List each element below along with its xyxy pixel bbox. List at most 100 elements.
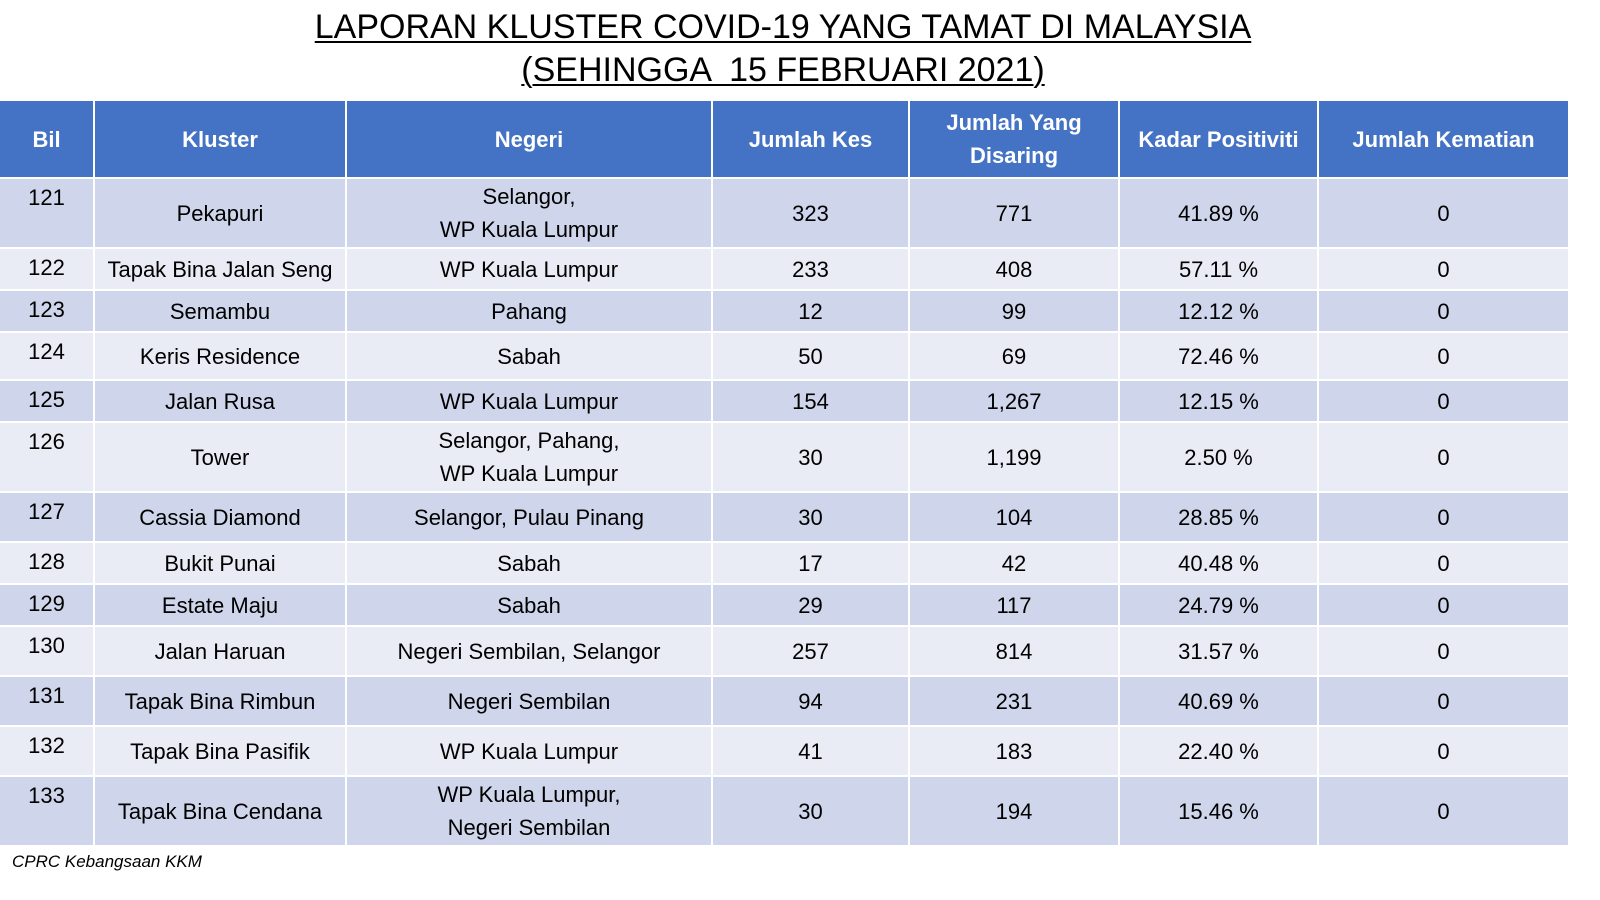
- cell-bil: 124: [0, 333, 93, 379]
- cell-jumlah-kes: 30: [713, 777, 908, 845]
- table-row: 126 Tower Selangor, Pahang, WP Kuala Lumpur…: [0, 423, 1568, 491]
- cell-negeri: WP Kuala Lumpur: [347, 249, 711, 289]
- cell-jumlah-kematian: 0: [1319, 179, 1568, 247]
- cell-jumlah-disaring: 99: [910, 291, 1118, 331]
- cell-negeri: Selangor, WP Kuala Lumpur: [347, 179, 711, 247]
- cell-negeri-line: Negeri Sembilan: [447, 815, 611, 840]
- cell-negeri: WP Kuala Lumpur: [347, 381, 711, 421]
- cell-kluster: Cassia Diamond: [95, 493, 345, 541]
- cell-kadar-positiviti: 28.85 %: [1120, 493, 1317, 541]
- cell-jumlah-disaring: 42: [910, 543, 1118, 583]
- cell-kluster: Jalan Rusa: [95, 381, 345, 421]
- cell-negeri: Selangor, Pahang, WP Kuala Lumpur: [347, 423, 711, 491]
- cell-negeri: Sabah: [347, 543, 711, 583]
- cell-jumlah-kes: 94: [713, 677, 908, 725]
- cell-kadar-positiviti: 57.11 %: [1120, 249, 1317, 289]
- cell-kadar-positiviti: 22.40 %: [1120, 727, 1317, 775]
- table-row: 122 Tapak Bina Jalan Seng WP Kuala Lumpur 2…: [0, 249, 1568, 289]
- cell-kluster: Tapak Bina Cendana: [95, 777, 345, 845]
- cell-negeri-line: WP Kuala Lumpur: [439, 217, 619, 242]
- header-kadar-positiviti: Kadar Positiviti: [1120, 101, 1317, 177]
- cell-jumlah-kes: 50: [713, 333, 908, 379]
- cell-kadar-positiviti: 12.12 %: [1120, 291, 1317, 331]
- table-row: 121 Pekapuri Selangor, WP Kuala Lumpur 323 77…: [0, 179, 1568, 247]
- cell-kadar-positiviti: 40.48 %: [1120, 543, 1317, 583]
- table-row: 131 Tapak Bina Rimbun Negeri Sembilan 94 231…: [0, 677, 1568, 725]
- cell-jumlah-disaring: 117: [910, 585, 1118, 625]
- header-kluster: Kluster: [95, 101, 345, 177]
- header-jumlah-kes: Jumlah Kes: [713, 101, 908, 177]
- cell-jumlah-disaring: 408: [910, 249, 1118, 289]
- cell-jumlah-kematian: 0: [1319, 585, 1568, 625]
- cell-jumlah-kematian: 0: [1319, 727, 1568, 775]
- cell-jumlah-kematian: 0: [1319, 777, 1568, 845]
- cell-kluster: Estate Maju: [95, 585, 345, 625]
- header-jumlah-disaring: Jumlah Yang Disaring: [910, 101, 1118, 177]
- cell-jumlah-kematian: 0: [1319, 627, 1568, 675]
- cell-jumlah-kes: 12: [713, 291, 908, 331]
- cell-kadar-positiviti: 41.89 %: [1120, 179, 1317, 247]
- cell-negeri-line: WP Kuala Lumpur,: [437, 782, 621, 807]
- cell-jumlah-disaring: 1,267: [910, 381, 1118, 421]
- cell-bil: 127: [0, 493, 93, 541]
- cell-bil: 126: [0, 423, 93, 491]
- cell-bil: 132: [0, 727, 93, 775]
- header-negeri: Negeri: [347, 101, 711, 177]
- cell-jumlah-kematian: 0: [1319, 677, 1568, 725]
- cell-bil: 131: [0, 677, 93, 725]
- cell-bil: 129: [0, 585, 93, 625]
- cell-negeri: Sabah: [347, 585, 711, 625]
- cell-jumlah-kes: 30: [713, 423, 908, 491]
- cell-kluster: Bukit Punai: [95, 543, 345, 583]
- cell-kadar-positiviti: 40.69 %: [1120, 677, 1317, 725]
- cell-jumlah-kes: 29: [713, 585, 908, 625]
- cell-kluster: Semambu: [95, 291, 345, 331]
- table-row: 123 Semambu Pahang 12 99 12.12 % 0: [0, 291, 1568, 331]
- cell-negeri-line: WP Kuala Lumpur: [439, 738, 619, 764]
- cell-negeri-line: Sabah: [497, 550, 561, 576]
- table-row: 133 Tapak Bina Cendana WP Kuala Lumpur, Neg…: [0, 777, 1568, 845]
- cell-jumlah-kematian: 0: [1319, 333, 1568, 379]
- report-title-line-2: (SEHINGGA 15 FEBRUARI 2021): [521, 51, 1045, 89]
- cell-jumlah-disaring: 1,199: [910, 423, 1118, 491]
- cell-bil: 121: [0, 179, 93, 247]
- cell-negeri: WP Kuala Lumpur: [347, 727, 711, 775]
- table-row: 132 Tapak Bina Pasifik WP Kuala Lumpur 41 18…: [0, 727, 1568, 775]
- table-row: 124 Keris Residence Sabah 50 69 72.46 % 0: [0, 333, 1568, 379]
- cell-kadar-positiviti: 2.50 %: [1120, 423, 1317, 491]
- cell-negeri-line: Selangor,: [482, 184, 576, 209]
- cell-kadar-positiviti: 31.57 %: [1120, 627, 1317, 675]
- cell-kluster: Jalan Haruan: [95, 627, 345, 675]
- cell-negeri: Pahang: [347, 291, 711, 331]
- cell-negeri-line: Pahang: [491, 298, 567, 324]
- table-row: 130 Jalan Haruan Negeri Sembilan, Selangor…: [0, 627, 1568, 675]
- cell-negeri-line: Negeri Sembilan, Selangor: [397, 638, 661, 664]
- table-header-row: Bil Kluster Negeri Jumlah Kes Jumlah Yan…: [0, 101, 1568, 177]
- cell-kluster: Tapak Bina Rimbun: [95, 677, 345, 725]
- cell-bil: 128: [0, 543, 93, 583]
- cluster-table-container: Bil Kluster Negeri Jumlah Kes Jumlah Yan…: [0, 99, 1568, 847]
- cell-negeri-line: Selangor, Pahang,: [438, 428, 620, 453]
- cell-jumlah-disaring: 194: [910, 777, 1118, 845]
- cell-negeri-line: Sabah: [497, 343, 561, 369]
- cell-kluster: Keris Residence: [95, 333, 345, 379]
- cell-negeri: Negeri Sembilan: [347, 677, 711, 725]
- cell-bil: 123: [0, 291, 93, 331]
- report-title: LAPORAN KLUSTER COVID-19 YANG TAMAT DI M…: [0, 6, 1566, 92]
- cell-jumlah-disaring: 69: [910, 333, 1118, 379]
- cluster-table: Bil Kluster Negeri Jumlah Kes Jumlah Yan…: [0, 99, 1570, 847]
- cell-negeri-line: Selangor, Pulau Pinang: [414, 504, 644, 530]
- cell-jumlah-kematian: 0: [1319, 291, 1568, 331]
- cell-negeri-line: Negeri Sembilan: [447, 688, 611, 714]
- cell-negeri-line: WP Kuala Lumpur: [439, 461, 619, 486]
- cell-jumlah-disaring: 231: [910, 677, 1118, 725]
- table-row: 127 Cassia Diamond Selangor, Pulau Pinang 3…: [0, 493, 1568, 541]
- cell-jumlah-kematian: 0: [1319, 543, 1568, 583]
- cell-negeri-line: WP Kuala Lumpur: [439, 388, 619, 414]
- cell-negeri-line: Sabah: [497, 592, 561, 618]
- cell-jumlah-kematian: 0: [1319, 381, 1568, 421]
- cell-jumlah-kematian: 0: [1319, 249, 1568, 289]
- cell-kadar-positiviti: 24.79 %: [1120, 585, 1317, 625]
- table-row: 129 Estate Maju Sabah 29 117 24.79 % 0: [0, 585, 1568, 625]
- cell-jumlah-disaring: 814: [910, 627, 1118, 675]
